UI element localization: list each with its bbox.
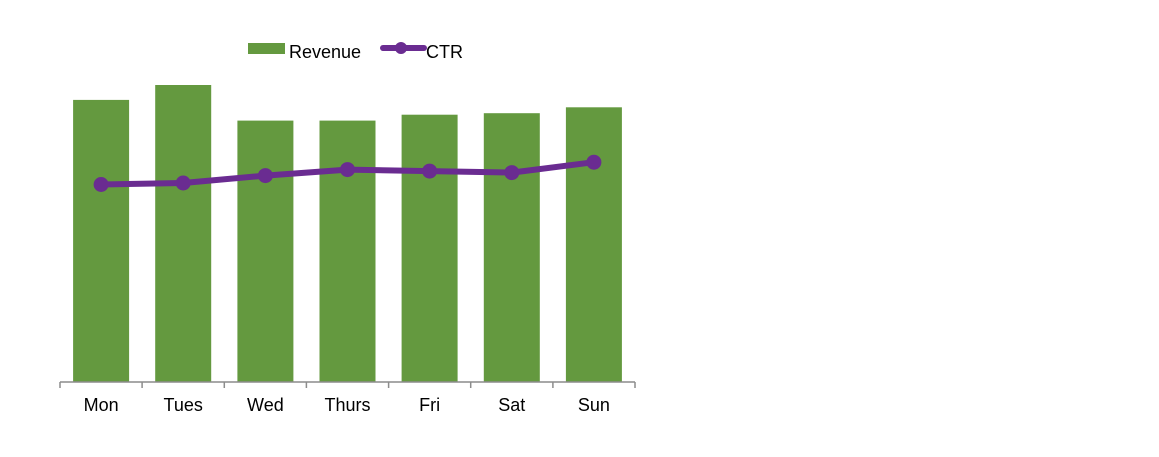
bar-revenue-sun <box>565 107 622 383</box>
legend-marker-ctr <box>395 42 407 54</box>
x-tick-label-wed: Wed <box>247 395 284 415</box>
x-tick-label-mon: Mon <box>84 395 119 415</box>
point-ctr-wed <box>257 168 273 184</box>
x-tick-label-sat: Sat <box>498 395 525 415</box>
x-axis <box>59 381 636 388</box>
x-tick-label-sun: Sun <box>578 395 610 415</box>
point-ctr-fri <box>422 163 438 179</box>
legend: Revenue CTR <box>248 42 463 62</box>
x-tick-label-tues: Tues <box>164 395 203 415</box>
x-tick-label-thurs: Thurs <box>324 395 370 415</box>
point-ctr-sat <box>504 165 520 181</box>
bar-revenue-wed <box>237 120 294 382</box>
bar-revenue-sat <box>483 113 540 382</box>
bar-revenue-tues <box>155 85 212 382</box>
legend-swatch-revenue <box>248 43 285 54</box>
legend-label-revenue: Revenue <box>289 42 361 62</box>
bar-series-revenue <box>73 85 622 383</box>
legend-label-ctr: CTR <box>426 42 463 62</box>
x-tick-labels: Mon Tues Wed Thurs Fri Sat Sun <box>84 395 610 415</box>
bar-revenue-mon <box>73 99 130 383</box>
point-ctr-tues <box>175 175 191 191</box>
line-series-ctr <box>93 154 602 192</box>
point-ctr-thurs <box>340 162 355 178</box>
bar-revenue-thurs <box>319 120 376 382</box>
point-ctr-mon <box>93 177 109 192</box>
bar-revenue-fri <box>401 114 458 382</box>
point-ctr-sun <box>586 154 602 170</box>
x-tick-label-fri: Fri <box>419 395 440 415</box>
